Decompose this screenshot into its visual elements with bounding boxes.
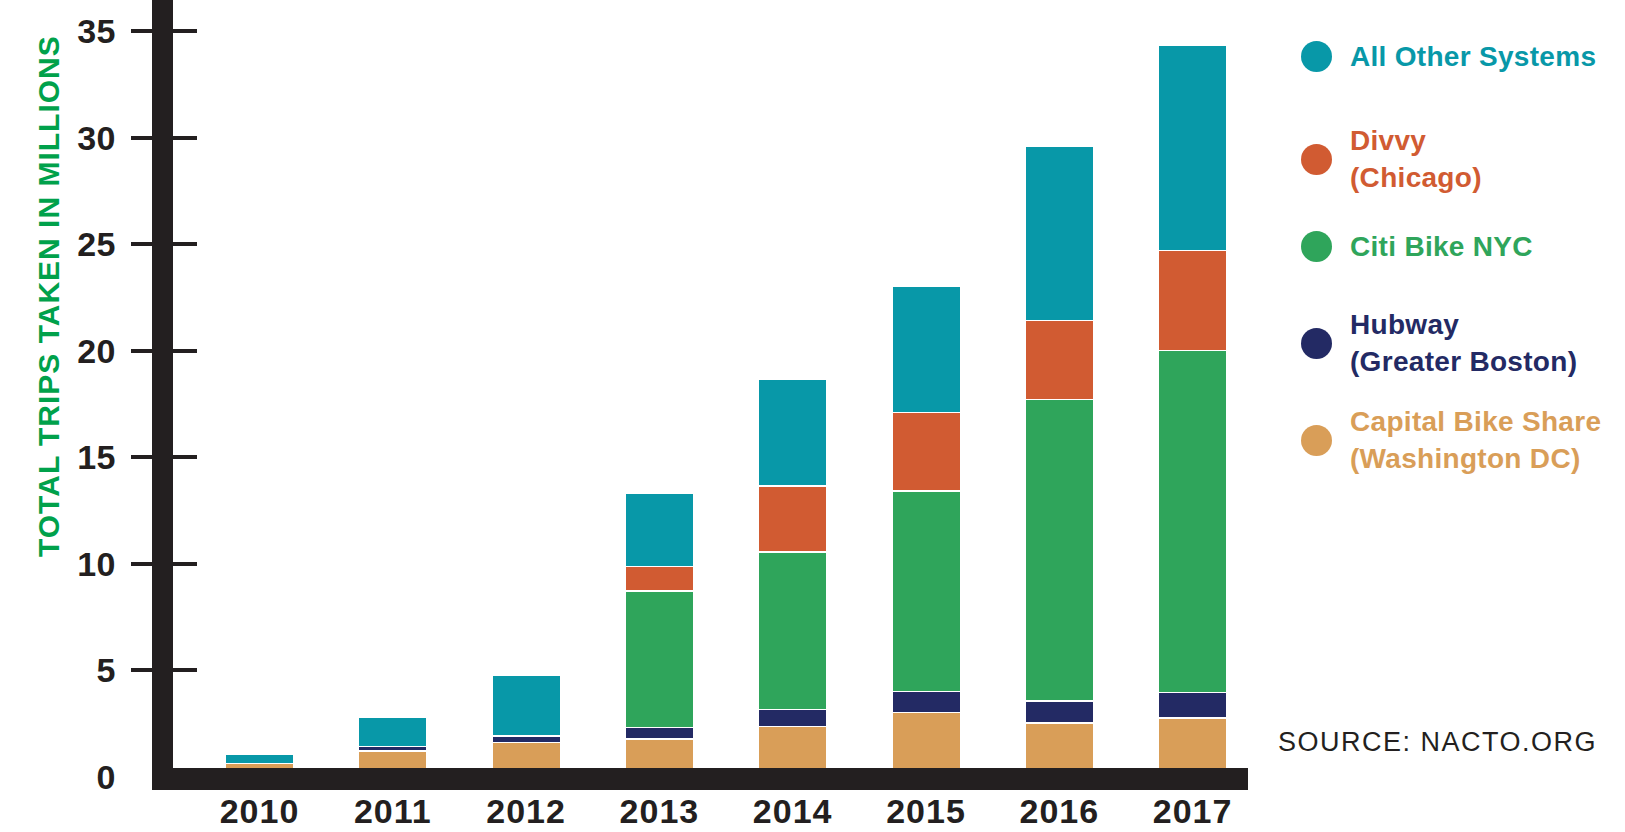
y-tick-label-30: 30 (30, 119, 116, 157)
bar-segment-2015-citi-bike-nyc (893, 492, 960, 691)
bar-segment-2017-citi-bike-nyc (1159, 351, 1226, 691)
bar-2011 (359, 0, 426, 777)
bar-segment-2013-all-other-systems (626, 494, 693, 566)
bar-segment-2011-hubway (359, 747, 426, 750)
bar-segment-2014-all-other-systems (759, 380, 826, 485)
legend-dot-all-other-systems (1301, 41, 1332, 72)
source-credit: SOURCE: NACTO.ORG (1278, 727, 1597, 758)
bar-segment-2010-all-other-systems (226, 755, 293, 763)
y-tick-5 (131, 668, 197, 672)
bike-share-trips-chart: TOTAL TRIPS TAKEN IN MILLIONS All Other … (0, 0, 1625, 832)
legend-label-line: (Chicago) (1350, 159, 1482, 196)
y-tick-20 (131, 349, 197, 353)
y-tick-label-25: 25 (30, 225, 116, 263)
legend-label-line: (Washington DC) (1350, 440, 1601, 477)
legend-dot-hubway (1301, 328, 1332, 359)
bar-2015 (893, 0, 960, 777)
bar-2017 (1159, 0, 1226, 777)
legend-dot-capital-bike-share (1301, 425, 1332, 456)
y-tick-label-0: 0 (30, 758, 116, 796)
x-axis-label-2017: 2017 (1108, 792, 1278, 831)
legend-item-divvy: Divvy(Chicago) (1301, 122, 1482, 196)
bar-segment-2017-divvy (1159, 251, 1226, 350)
x-axis-line (152, 768, 1248, 790)
legend-label-line: All Other Systems (1350, 38, 1596, 75)
legend-item-all-other-systems: All Other Systems (1301, 38, 1596, 75)
bar-segment-2016-hubway (1026, 702, 1093, 723)
y-tick-30 (131, 136, 197, 140)
bar-segment-2015-capital-bike-share (893, 713, 960, 775)
legend-label-line: Divvy (1350, 122, 1482, 159)
legend-label-line: Hubway (1350, 306, 1577, 343)
bar-segment-2013-divvy (626, 567, 693, 590)
y-tick-35 (131, 29, 197, 33)
bar-segment-2013-hubway (626, 728, 693, 738)
bar-segment-2013-citi-bike-nyc (626, 592, 693, 727)
legend-item-citi-bike-nyc: Citi Bike NYC (1301, 228, 1533, 265)
bar-2010 (226, 0, 293, 777)
bar-segment-2015-hubway (893, 692, 960, 712)
y-tick-10 (131, 562, 197, 566)
bar-segment-2014-divvy (759, 487, 826, 552)
bar-segment-2015-all-other-systems (893, 287, 960, 411)
bar-segment-2014-hubway (759, 710, 826, 726)
y-axis-title: TOTAL TRIPS TAKEN IN MILLIONS (22, 24, 76, 569)
y-tick-label-5: 5 (30, 651, 116, 689)
y-tick-label-10: 10 (30, 545, 116, 583)
bar-segment-2012-hubway (493, 737, 560, 742)
legend-item-capital-bike-share: Capital Bike Share(Washington DC) (1301, 403, 1601, 477)
legend-label-hubway: Hubway(Greater Boston) (1350, 306, 1577, 380)
y-tick-label-15: 15 (30, 438, 116, 476)
bar-segment-2014-citi-bike-nyc (759, 553, 826, 709)
bar-segment-2017-hubway (1159, 693, 1226, 717)
bar-segment-2015-divvy (893, 413, 960, 490)
legend-label-all-other-systems: All Other Systems (1350, 38, 1596, 75)
legend-label-citi-bike-nyc: Citi Bike NYC (1350, 228, 1533, 265)
bar-2012 (493, 0, 560, 777)
legend-item-hubway: Hubway(Greater Boston) (1301, 306, 1577, 380)
bar-segment-2016-all-other-systems (1026, 147, 1093, 320)
bar-2014 (759, 0, 826, 777)
bar-2016 (1026, 0, 1093, 777)
y-tick-label-20: 20 (30, 332, 116, 370)
legend-label-divvy: Divvy(Chicago) (1350, 122, 1482, 196)
bar-segment-2011-all-other-systems (359, 718, 426, 746)
legend-label-line: (Greater Boston) (1350, 343, 1577, 380)
legend-label-line: Citi Bike NYC (1350, 228, 1533, 265)
y-tick-15 (131, 455, 197, 459)
legend-dot-divvy (1301, 144, 1332, 175)
legend-label-capital-bike-share: Capital Bike Share(Washington DC) (1350, 403, 1601, 477)
bar-segment-2016-citi-bike-nyc (1026, 400, 1093, 700)
y-tick-label-35: 35 (30, 12, 116, 50)
bar-segment-2016-divvy (1026, 321, 1093, 398)
legend-dot-citi-bike-nyc (1301, 231, 1332, 262)
bar-2013 (626, 0, 693, 777)
y-tick-25 (131, 242, 197, 246)
legend-label-line: Capital Bike Share (1350, 403, 1601, 440)
bar-segment-2017-all-other-systems (1159, 46, 1226, 250)
bar-segment-2012-all-other-systems (493, 676, 560, 735)
